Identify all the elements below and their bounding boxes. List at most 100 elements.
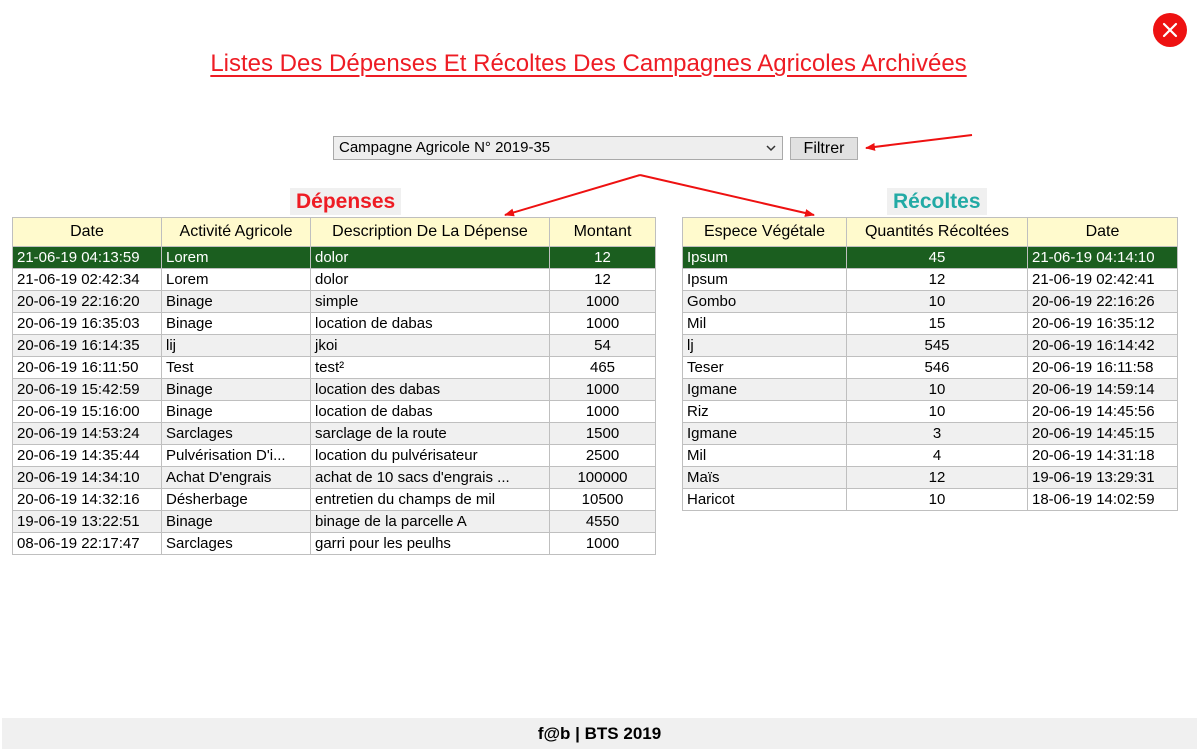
cell-quantite: 15 [846, 312, 1028, 335]
cell-activite: Binage [161, 290, 311, 313]
cell-activite: Sarclages [161, 532, 311, 555]
chevron-down-icon [766, 145, 776, 152]
cell-date: 20-06-19 16:14:42 [1027, 334, 1178, 357]
cell-date: 20-06-19 14:34:10 [12, 466, 162, 489]
cell-espece: Mil [682, 312, 847, 335]
cell-date: 20-06-19 16:11:50 [12, 356, 162, 379]
cell-montant: 54 [549, 334, 656, 357]
recolte-row[interactable]: Mil 15 20-06-19 16:35:12 [682, 312, 1178, 335]
depense-row[interactable]: 20-06-19 22:16:20 Binage simple 1000 [12, 290, 656, 313]
cell-date: 20-06-19 15:16:00 [12, 400, 162, 423]
cell-date: 20-06-19 14:45:56 [1027, 400, 1178, 423]
cell-activite: lij [161, 334, 311, 357]
column-header-activite[interactable]: Activité Agricole [161, 217, 311, 247]
page-title: Listes Des Dépenses Et Récoltes Des Camp… [210, 50, 967, 77]
cell-date: 20-06-19 14:31:18 [1027, 444, 1178, 467]
cell-espece: Haricot [682, 488, 847, 511]
cell-description: entretien du champs de mil [310, 488, 550, 511]
cell-montant: 4550 [549, 510, 656, 533]
cell-description: dolor [310, 246, 550, 269]
recolte-row[interactable]: Maïs 12 19-06-19 13:29:31 [682, 466, 1178, 489]
cell-description: test² [310, 356, 550, 379]
cell-montant: 1000 [549, 290, 656, 313]
depense-row[interactable]: 20-06-19 15:16:00 Binage location de dabas… [12, 400, 656, 423]
cell-activite: Pulvérisation D'i... [161, 444, 311, 467]
cell-montant: 1000 [549, 532, 656, 555]
depense-row[interactable]: 20-06-19 16:11:50 Test test² 465 [12, 356, 656, 379]
depense-row[interactable]: 20-06-19 14:35:44 Pulvérisation D'i... loc… [12, 444, 656, 467]
campagne-select[interactable]: Campagne Agricole N° 2019-35 [333, 136, 783, 160]
depense-row[interactable]: 19-06-19 13:22:51 Binage binage de la parc… [12, 510, 656, 533]
recolte-row[interactable]: Teser 546 20-06-19 16:11:58 [682, 356, 1178, 379]
cell-quantite: 4 [846, 444, 1028, 467]
cell-espece: Ipsum [682, 246, 847, 269]
cell-espece: Igmane [682, 378, 847, 401]
cell-quantite: 10 [846, 378, 1028, 401]
column-header-espece[interactable]: Espece Végétale [682, 217, 847, 247]
cell-espece: Maïs [682, 466, 847, 489]
cell-activite: Binage [161, 400, 311, 423]
cell-montant: 465 [549, 356, 656, 379]
recolte-row[interactable]: Riz 10 20-06-19 14:45:56 [682, 400, 1178, 423]
cell-date: 20-06-19 16:11:58 [1027, 356, 1178, 379]
cell-activite: Binage [161, 510, 311, 533]
column-header-description[interactable]: Description De La Dépense [310, 217, 550, 247]
recolte-row[interactable]: lj 545 20-06-19 16:14:42 [682, 334, 1178, 357]
cell-date: 19-06-19 13:29:31 [1027, 466, 1178, 489]
arrow-to-recoltes [639, 174, 815, 217]
depenses-table: Date Activité Agricole Description De La… [12, 217, 656, 555]
cell-date: 19-06-19 13:22:51 [12, 510, 162, 533]
footer: f@b | BTS 2019 [2, 718, 1197, 749]
cell-activite: Désherbage [161, 488, 311, 511]
column-header-quantite[interactable]: Quantités Récoltées [846, 217, 1028, 247]
cell-montant: 10500 [549, 488, 656, 511]
cell-activite: Binage [161, 378, 311, 401]
depense-row[interactable]: 20-06-19 16:14:35 lij jkoi 54 [12, 334, 656, 357]
cell-date: 20-06-19 14:53:24 [12, 422, 162, 445]
cell-montant: 1000 [549, 400, 656, 423]
cell-date: 20-06-19 16:35:12 [1027, 312, 1178, 335]
cell-date: 20-06-19 16:14:35 [12, 334, 162, 357]
depense-row[interactable]: 20-06-19 15:42:59 Binage location des daba… [12, 378, 656, 401]
column-header-date[interactable]: Date [1027, 217, 1178, 247]
cell-description: binage de la parcelle A [310, 510, 550, 533]
arrow-to-depenses [504, 174, 641, 217]
recolte-row[interactable]: Haricot 10 18-06-19 14:02:59 [682, 488, 1178, 511]
depense-row[interactable]: 21-06-19 02:42:34 Lorem dolor 12 [12, 268, 656, 291]
cell-description: location de dabas [310, 400, 550, 423]
cell-activite: Binage [161, 312, 311, 335]
depense-row[interactable]: 21-06-19 04:13:59 Lorem dolor 12 [12, 246, 656, 269]
cell-quantite: 545 [846, 334, 1028, 357]
cell-espece: lj [682, 334, 847, 357]
recolte-row[interactable]: Mil 4 20-06-19 14:31:18 [682, 444, 1178, 467]
recolte-row[interactable]: Gombo 10 20-06-19 22:16:26 [682, 290, 1178, 313]
close-icon [1162, 22, 1178, 38]
cell-espece: Gombo [682, 290, 847, 313]
column-header-date[interactable]: Date [12, 217, 162, 247]
cell-montant: 1500 [549, 422, 656, 445]
cell-activite: Lorem [161, 246, 311, 269]
depense-row[interactable]: 20-06-19 14:32:16 Désherbage entretien du … [12, 488, 656, 511]
recolte-row[interactable]: Ipsum 45 21-06-19 04:14:10 [682, 246, 1178, 269]
recolte-row[interactable]: Igmane 3 20-06-19 14:45:15 [682, 422, 1178, 445]
cell-date: 21-06-19 02:42:34 [12, 268, 162, 291]
cell-description: achat de 10 sacs d'engrais ... [310, 466, 550, 489]
cell-espece: Riz [682, 400, 847, 423]
close-button[interactable] [1153, 13, 1187, 47]
depense-row[interactable]: 08-06-19 22:17:47 Sarclages garri pour les… [12, 532, 656, 555]
cell-montant: 12 [549, 246, 656, 269]
cell-date: 08-06-19 22:17:47 [12, 532, 162, 555]
recolte-row[interactable]: Ipsum 12 21-06-19 02:42:41 [682, 268, 1178, 291]
recolte-row[interactable]: Igmane 10 20-06-19 14:59:14 [682, 378, 1178, 401]
column-header-montant[interactable]: Montant [549, 217, 656, 247]
cell-quantite: 12 [846, 466, 1028, 489]
cell-activite: Achat D'engrais [161, 466, 311, 489]
filter-button[interactable]: Filtrer [790, 137, 858, 160]
depense-row[interactable]: 20-06-19 14:53:24 Sarclages sarclage de la… [12, 422, 656, 445]
cell-quantite: 10 [846, 400, 1028, 423]
depense-row[interactable]: 20-06-19 14:34:10 Achat D'engrais achat de… [12, 466, 656, 489]
cell-date: 21-06-19 04:13:59 [12, 246, 162, 269]
cell-date: 20-06-19 16:35:03 [12, 312, 162, 335]
campagne-select-value: Campagne Agricole N° 2019-35 [339, 139, 551, 156]
depense-row[interactable]: 20-06-19 16:35:03 Binage location de dabas… [12, 312, 656, 335]
